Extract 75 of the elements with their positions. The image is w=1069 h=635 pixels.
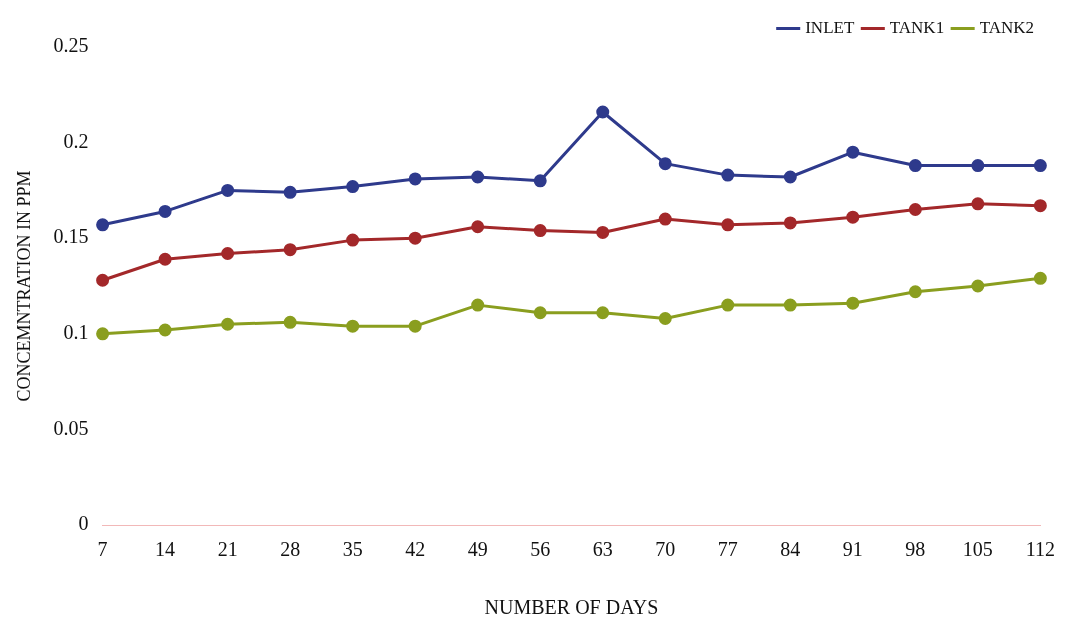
point [533, 224, 547, 238]
point [221, 317, 235, 331]
point [346, 233, 360, 247]
point [1033, 159, 1047, 173]
x-tick-label: 28 [280, 538, 301, 561]
point [471, 220, 485, 234]
x-axis-title: NUMBER OF DAYS [484, 596, 659, 619]
point [221, 183, 235, 197]
legend-label: TANK2 [979, 17, 1035, 37]
point [158, 204, 172, 218]
point [408, 172, 422, 186]
point [533, 174, 547, 188]
point [158, 252, 172, 266]
point [471, 298, 485, 312]
x-tick-label: 7 [97, 538, 108, 561]
x-tick-label: 98 [905, 538, 926, 561]
x-tick-label: 49 [467, 538, 488, 561]
x-tick-label: 77 [717, 538, 738, 561]
point [283, 243, 297, 257]
y-tick-label: 0.1 [63, 321, 89, 344]
point [283, 315, 297, 329]
point [721, 298, 735, 312]
point [721, 168, 735, 182]
point [533, 306, 547, 320]
point [846, 296, 860, 310]
point [908, 285, 922, 299]
point [471, 170, 485, 184]
y-tick-label: 0.2 [63, 129, 89, 152]
point [346, 319, 360, 333]
x-tick-label: 91 [842, 538, 863, 561]
point [908, 203, 922, 217]
legend-label: INLET [805, 17, 855, 37]
point [783, 298, 797, 312]
x-tick-label: 21 [217, 538, 238, 561]
point [596, 105, 610, 119]
point [408, 231, 422, 245]
point [221, 247, 235, 260]
y-axis-title: CONCEMNTRATION IN PPM [13, 170, 34, 402]
point [783, 216, 797, 230]
x-tick-label: 14 [155, 538, 176, 561]
point [971, 197, 985, 211]
point [346, 180, 360, 194]
point [908, 159, 922, 173]
point [1033, 271, 1047, 285]
point [658, 212, 672, 226]
x-tick-label: 105 [962, 538, 993, 561]
point [158, 323, 172, 337]
x-tick-label: 35 [342, 538, 363, 561]
point [283, 185, 297, 199]
point [658, 157, 672, 171]
point [1033, 199, 1047, 213]
point [96, 327, 110, 341]
point [96, 218, 110, 232]
y-tick-label: 0.05 [53, 416, 89, 439]
x-tick-label: 84 [780, 538, 801, 561]
x-tick-label: 56 [530, 538, 551, 561]
point [721, 218, 735, 232]
point [846, 145, 860, 159]
point [596, 225, 610, 239]
y-tick-label: 0 [78, 512, 89, 535]
x-tick-label: 70 [655, 538, 676, 561]
point [658, 312, 672, 325]
legend-label: TANK1 [889, 17, 945, 37]
y-tick-label: 0.25 [53, 34, 89, 57]
point [783, 170, 797, 184]
point [408, 319, 422, 333]
x-tick-label: 63 [592, 538, 613, 561]
point [971, 159, 985, 173]
point [96, 273, 110, 287]
point [596, 306, 610, 320]
x-tick-label: 42 [405, 538, 426, 561]
y-tick-label: 0.15 [53, 225, 89, 248]
x-tick-label: 112 [1025, 538, 1055, 561]
point [971, 279, 985, 293]
point [846, 210, 860, 224]
